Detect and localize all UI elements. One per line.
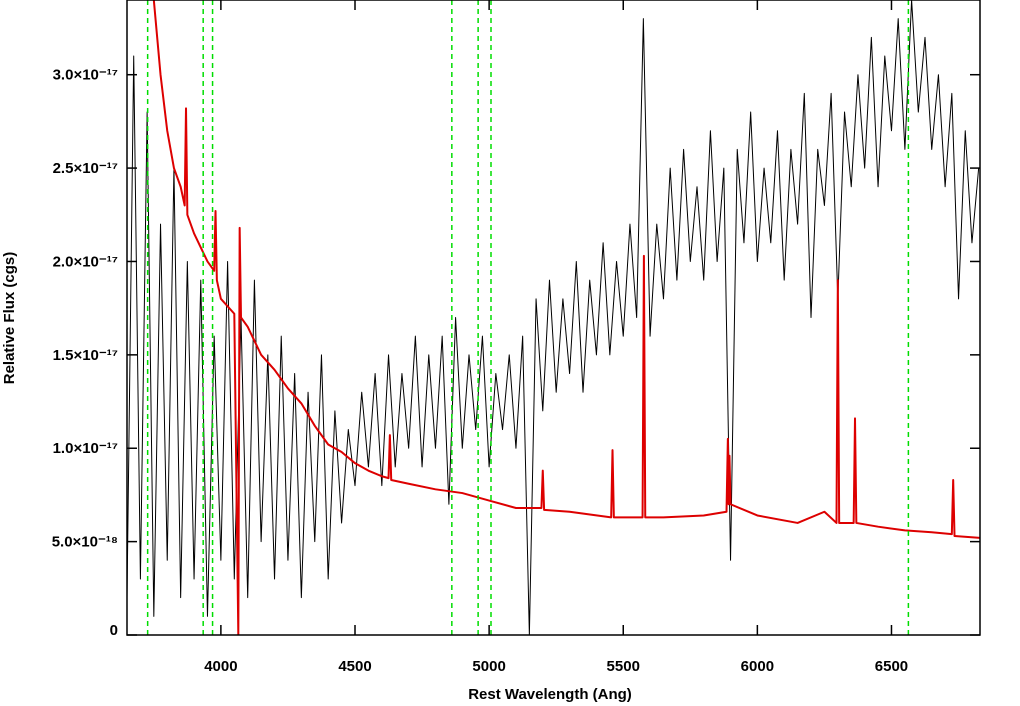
plot-area	[127, 0, 980, 635]
x-tick-label: 4000	[204, 658, 237, 675]
x-tick-label: 5500	[607, 658, 640, 675]
y-tick-label: 0	[110, 622, 118, 639]
x-tick-label: 5000	[472, 658, 505, 675]
y-tick-label: 1.0×10⁻¹⁷	[53, 440, 118, 457]
x-tick-label: 4500	[338, 658, 371, 675]
y-tick-label: 2.0×10⁻¹⁷	[53, 253, 118, 270]
x-tick-label: 6500	[875, 658, 908, 675]
y-tick-label: 2.5×10⁻¹⁷	[53, 160, 118, 177]
spectrum-line	[152, 0, 980, 635]
plot-frame	[126, 0, 981, 636]
y-axis-label: Relative Flux (cgs)	[1, 252, 18, 385]
spectrum-line	[127, 0, 980, 635]
y-tick-label: 1.5×10⁻¹⁷	[53, 347, 118, 364]
x-axis-label: Rest Wavelength (Ang)	[468, 686, 632, 703]
y-tick-label: 3.0×10⁻¹⁷	[53, 67, 118, 84]
x-tick-label: 6000	[741, 658, 774, 675]
y-tick-label: 5.0×10⁻¹⁸	[52, 534, 118, 551]
